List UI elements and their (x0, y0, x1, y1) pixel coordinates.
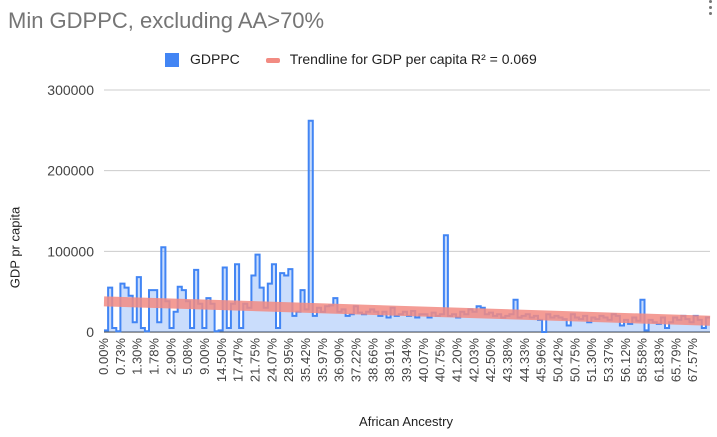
x-tick-label: 53.37% (601, 338, 616, 383)
y-tick-label: 300000 (47, 82, 94, 98)
x-tick-label: 9.00% (197, 338, 212, 375)
x-tick-label: 43.38% (500, 338, 515, 383)
x-tick-label: 24.07% (264, 338, 279, 383)
x-tick-label: 38.91% (382, 338, 397, 383)
y-tick-label: 200000 (47, 163, 94, 179)
x-tick-label: 17.47% (231, 338, 246, 383)
x-tick-label: 21.75% (248, 338, 263, 383)
legend: GDPPC Trendline for GDP per capita R² = … (165, 50, 537, 68)
x-tick-label: 28.95% (281, 338, 296, 383)
y-axis-label: GDP pr capita (7, 206, 23, 289)
x-tick-label: 37.22% (349, 338, 364, 383)
x-tick-label: 50.42% (551, 338, 566, 383)
x-tick-label: 51.30% (584, 338, 599, 383)
x-tick-label: 5.08% (180, 338, 195, 375)
x-tick-label: 61.83% (652, 338, 667, 383)
x-tick-label: 2.90% (163, 338, 178, 375)
x-tick-label: 40.75% (433, 338, 448, 383)
x-tick-label: 50.75% (567, 338, 582, 383)
x-tick-label: 39.34% (399, 338, 414, 383)
legend-swatch-trendline (265, 58, 280, 64)
x-tick-label: 35.42% (298, 338, 313, 383)
x-tick-label: 1.78% (147, 338, 162, 375)
x-tick-label: 58.58% (635, 338, 650, 383)
legend-swatch-gdppc (165, 53, 179, 68)
legend-label-trendline: Trendline for GDP per capita R² = 0.069 (289, 51, 537, 68)
legend-label-gdppc: GDPPC (190, 51, 240, 68)
more-options-icon[interactable] (708, 0, 714, 18)
x-tick-label: 0.73% (113, 338, 128, 375)
x-axis-label: African Ancestry (359, 414, 453, 429)
x-tick-label: 67.57% (685, 338, 700, 383)
x-tick-label: 41.20% (450, 338, 465, 383)
chart-title: Min GDPPC, excluding AA>70% (8, 8, 325, 33)
x-tick-label: 35.97% (315, 338, 330, 383)
y-tick-label: 100000 (47, 243, 94, 259)
x-tick-label: 1.30% (130, 338, 145, 375)
x-tick-label: 36.90% (332, 338, 347, 383)
x-tick-label: 45.96% (534, 338, 549, 383)
x-tick-label: 40.07% (416, 338, 431, 383)
y-tick-label: 0 (86, 324, 94, 340)
x-tick-label: 44.33% (517, 338, 532, 383)
x-tick-label: 56.12% (618, 338, 633, 383)
x-tick-label: 42.03% (466, 338, 481, 383)
x-tick-label: 65.79% (668, 338, 683, 383)
x-tick-label: 42.50% (483, 338, 498, 383)
x-tick-label: 0.00% (96, 338, 111, 375)
legend-item-gdppc[interactable]: GDPPC (165, 51, 240, 68)
legend-item-trendline[interactable]: Trendline for GDP per capita R² = 0.069 (244, 51, 537, 67)
gdppc-area (104, 120, 710, 332)
x-tick-label: 38.66% (365, 338, 380, 383)
trendline (103, 296, 711, 326)
x-tick-label: 14.50% (214, 338, 229, 383)
